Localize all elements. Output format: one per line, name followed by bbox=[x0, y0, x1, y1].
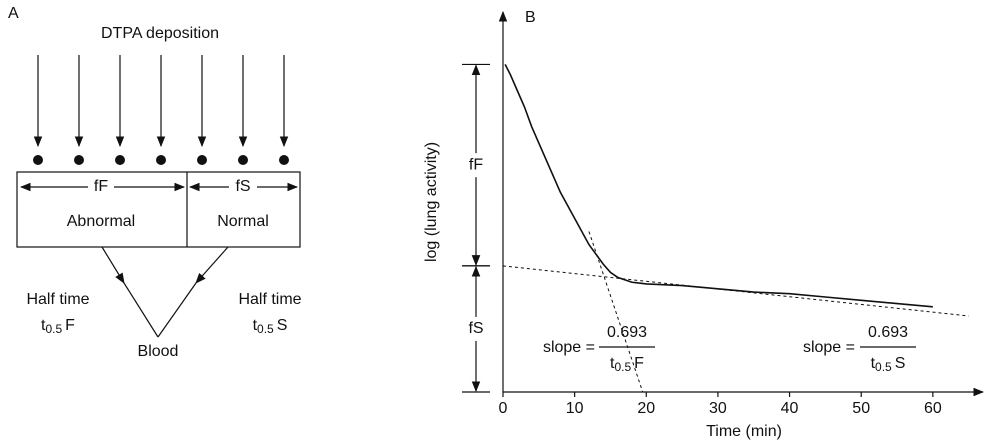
diagram-title: DTPA deposition bbox=[101, 25, 219, 42]
panel-b: B log (lung activity) Time (min) bbox=[423, 9, 782, 440]
level-label: fS bbox=[468, 320, 483, 337]
x-tick-label: 0 bbox=[499, 400, 508, 417]
slope-numerator: 0.693 bbox=[868, 324, 908, 341]
level-label: fF bbox=[469, 156, 483, 173]
y-axis-label: log (lung activity) bbox=[423, 142, 440, 262]
x-tick-label: 20 bbox=[637, 400, 655, 417]
panel-label: A bbox=[8, 5, 19, 22]
data-line bbox=[504, 64, 933, 308]
sink-label: Blood bbox=[138, 343, 179, 360]
slope-denominator: t0.5 F bbox=[610, 355, 644, 374]
asymptote bbox=[588, 231, 644, 393]
panel-a: A DTPA deposition fF fS Abnormal Normal bbox=[8, 5, 302, 360]
lung-box bbox=[16, 171, 301, 248]
half-time: Half time bbox=[26, 291, 89, 308]
deposition-arrows bbox=[33, 55, 289, 165]
region-label: Normal bbox=[217, 213, 269, 230]
x-tick-label: 40 bbox=[781, 400, 799, 417]
x-axis-label: Time (min) bbox=[706, 423, 782, 440]
half-time-symbol: t0.5 S bbox=[253, 317, 288, 336]
slope-label: slope = bbox=[803, 339, 855, 356]
half-time: Half time bbox=[238, 291, 301, 308]
fast-label: fF bbox=[94, 178, 108, 195]
x-tick-label: 50 bbox=[852, 400, 870, 417]
asymptote bbox=[502, 265, 969, 317]
slope-numerator: 0.693 bbox=[607, 324, 647, 341]
slope-label: slope = bbox=[543, 339, 595, 356]
x-tick-label: 30 bbox=[709, 400, 727, 417]
x-tick-label: 60 bbox=[924, 400, 942, 417]
x-tick-label: 10 bbox=[566, 400, 584, 417]
region-label: Abnormal bbox=[67, 213, 135, 230]
slope-denominator: t0.5 S bbox=[871, 355, 906, 374]
half-time-symbol: t0.5 F bbox=[41, 317, 75, 336]
panel-label: B bbox=[525, 9, 536, 26]
slow-label: fS bbox=[235, 178, 250, 195]
